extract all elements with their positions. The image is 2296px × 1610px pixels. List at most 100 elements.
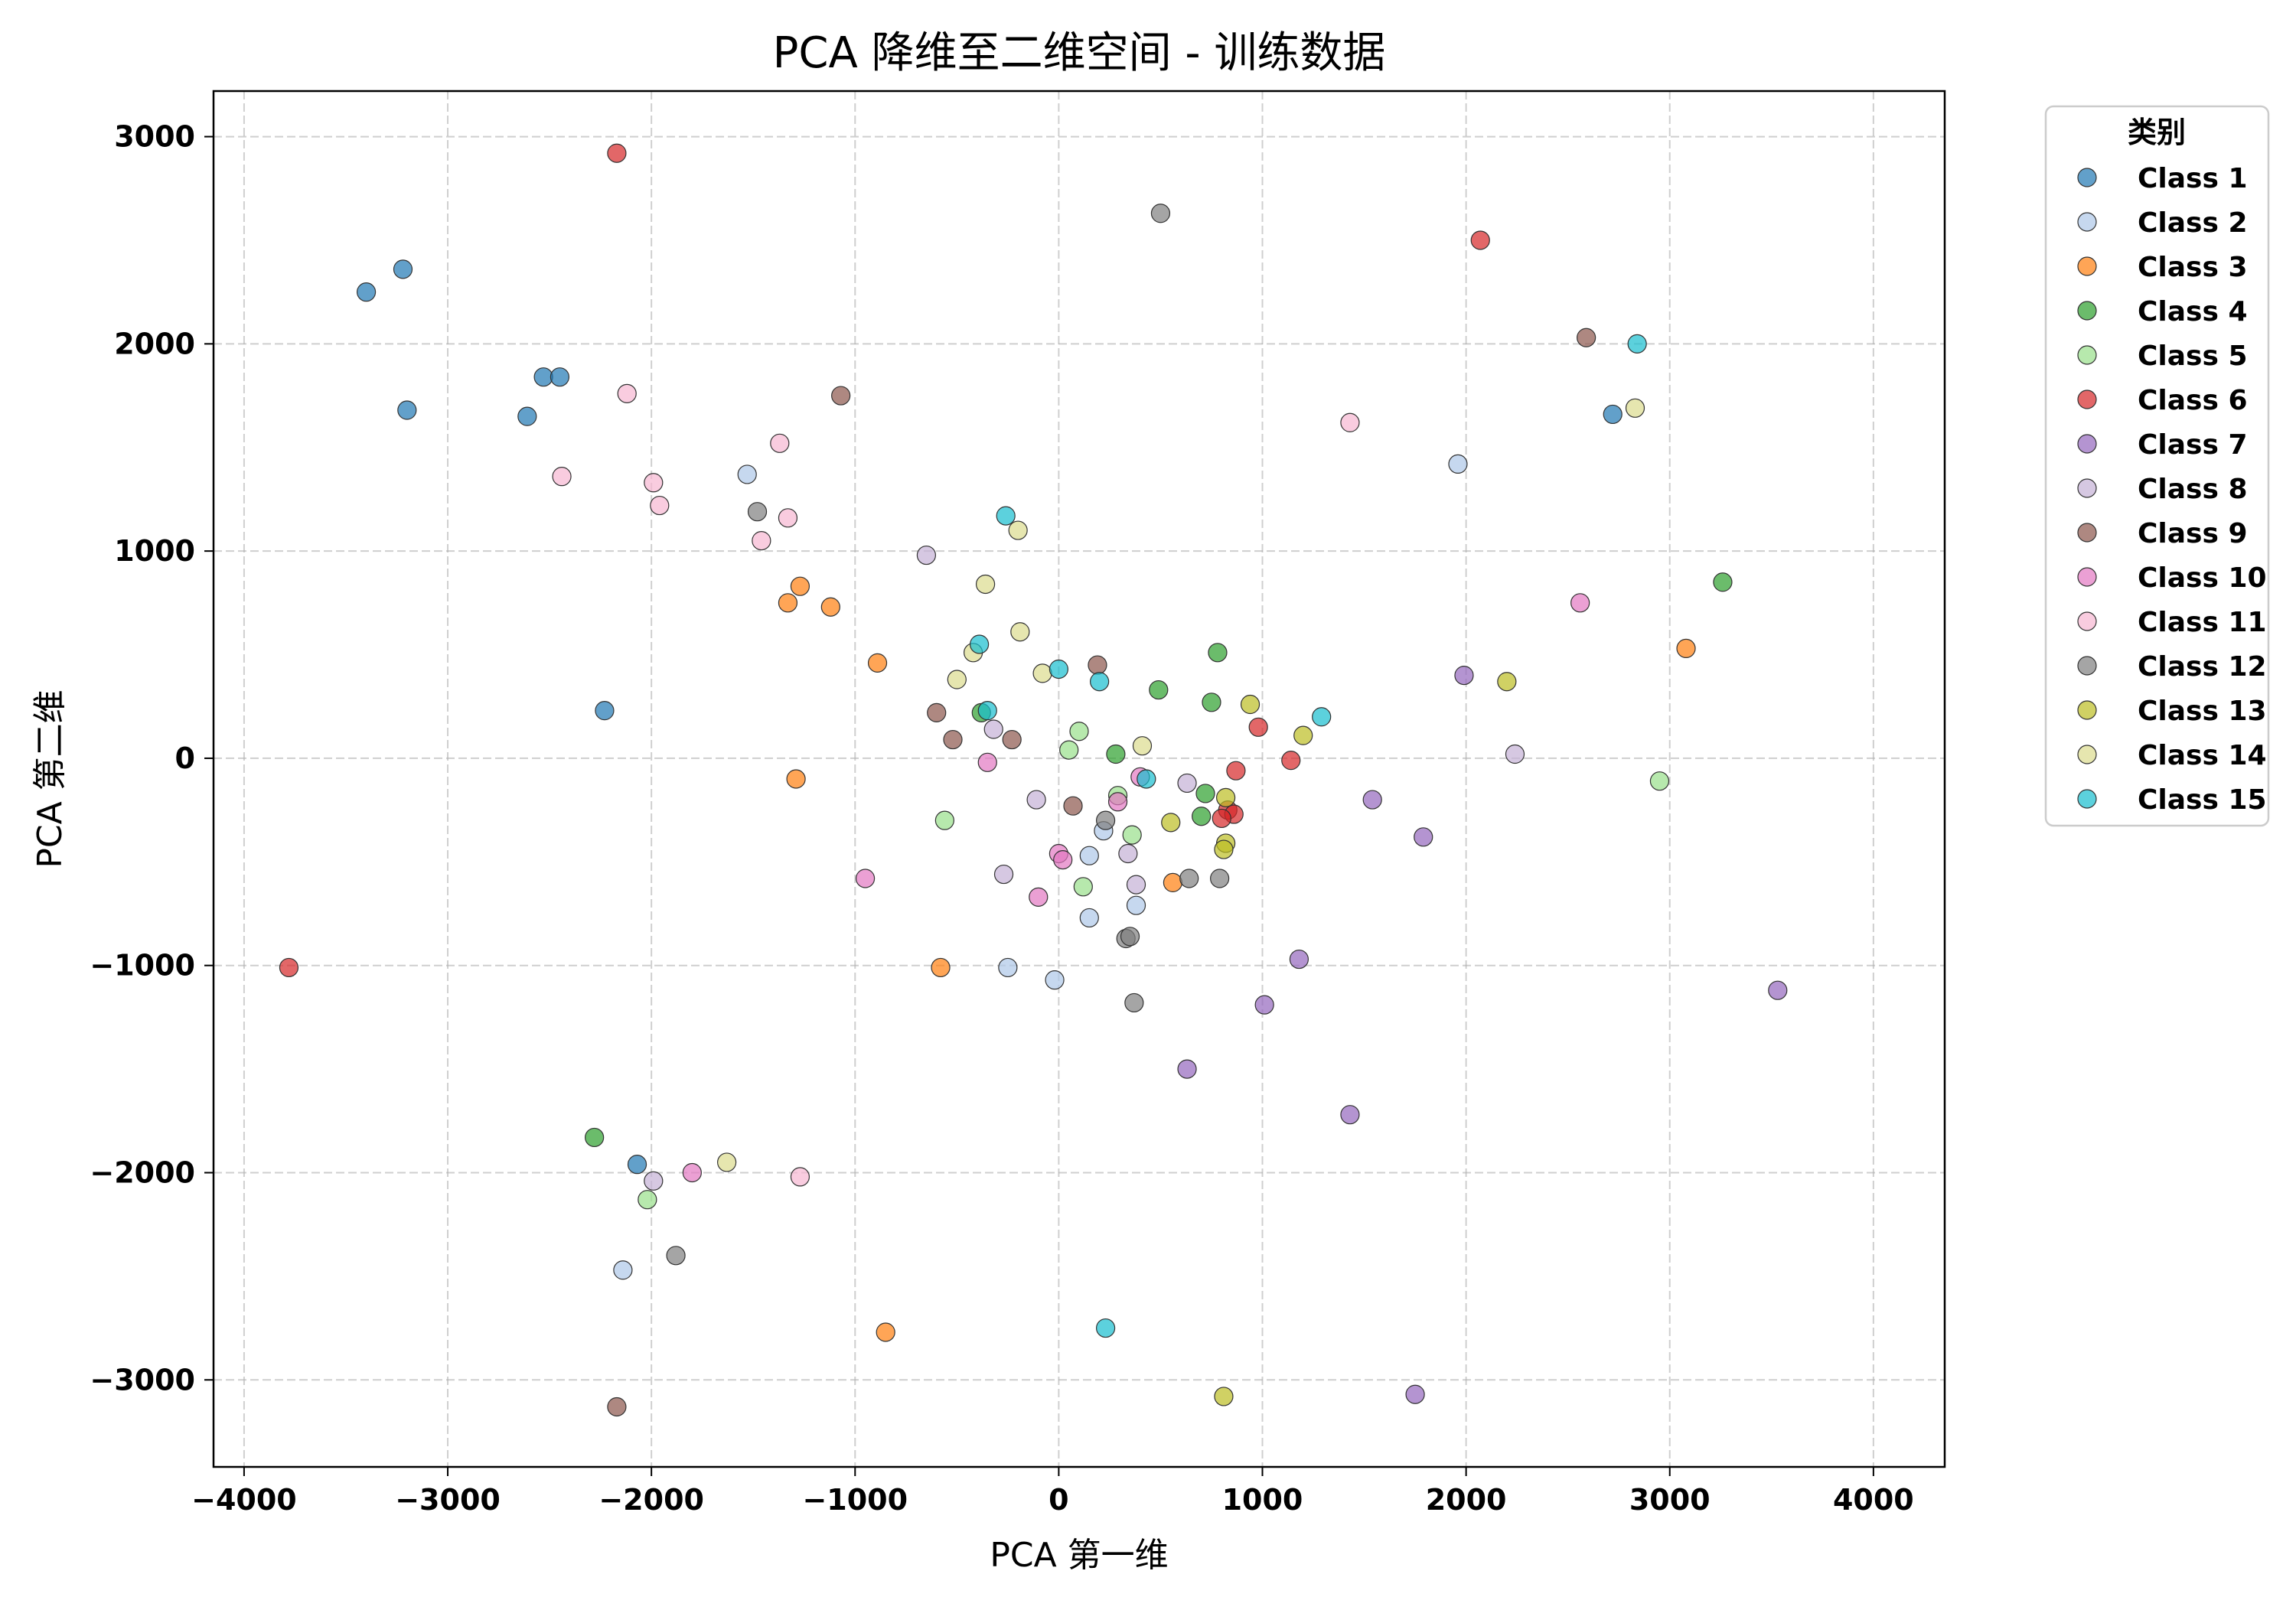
data-point xyxy=(1126,875,1146,895)
data-point xyxy=(1002,729,1022,750)
data-point xyxy=(1069,722,1089,741)
data-point xyxy=(1079,908,1099,928)
data-point xyxy=(1414,827,1433,847)
data-point xyxy=(1008,520,1028,540)
x-tick-label: 2000 xyxy=(1426,1483,1507,1517)
data-point xyxy=(595,701,615,721)
data-point xyxy=(607,1397,627,1417)
legend-marker xyxy=(2077,700,2097,720)
data-point xyxy=(1676,638,1696,659)
legend-label: Class 3 xyxy=(2138,252,2248,283)
y-tick-label: −1000 xyxy=(90,949,195,983)
legend-marker xyxy=(2077,611,2097,631)
data-point xyxy=(790,1167,810,1187)
data-point xyxy=(517,406,537,426)
y-tick-label: 2000 xyxy=(114,327,195,360)
data-point xyxy=(1577,328,1596,347)
data-point xyxy=(1208,643,1228,663)
legend-marker xyxy=(2077,478,2097,498)
data-point xyxy=(1254,995,1274,1015)
data-point xyxy=(1026,790,1046,810)
data-point xyxy=(943,729,963,750)
legend-box xyxy=(2044,105,2270,827)
data-point xyxy=(279,957,299,978)
legend-marker xyxy=(2077,434,2097,454)
data-point xyxy=(1603,404,1623,425)
data-point xyxy=(1120,927,1140,947)
data-point xyxy=(1454,666,1474,686)
legend-label: Class 9 xyxy=(2138,518,2248,549)
legend-label: Class 8 xyxy=(2138,474,2248,505)
axes: −4000 −3000 −2000 −1000 0 1000 2000 3000 4000 −30… xyxy=(90,120,1913,1517)
y-tick-label: 3000 xyxy=(114,120,195,154)
data-point xyxy=(1032,663,1052,683)
data-point xyxy=(1177,1059,1197,1079)
legend-marker xyxy=(2077,301,2097,321)
data-point xyxy=(770,433,790,453)
x-tick-label: −4000 xyxy=(191,1483,297,1517)
plot-area-frame xyxy=(212,90,1946,1468)
y-tick-label: −2000 xyxy=(90,1155,195,1189)
legend-marker xyxy=(2077,745,2097,764)
data-point xyxy=(1448,454,1468,474)
data-point xyxy=(993,864,1014,885)
legend-marker xyxy=(2077,212,2097,232)
data-point xyxy=(1625,398,1645,418)
legend-label: Class 14 xyxy=(2138,740,2267,771)
legend-marker xyxy=(2077,656,2097,676)
data-point xyxy=(613,1260,633,1280)
data-point xyxy=(1768,980,1788,1000)
data-point xyxy=(1179,869,1199,888)
data-point xyxy=(638,1190,657,1210)
data-point xyxy=(717,1152,737,1172)
data-point xyxy=(1281,751,1301,771)
legend-label: Class 10 xyxy=(2138,562,2267,594)
data-point xyxy=(876,1322,895,1342)
data-point xyxy=(1118,843,1138,864)
data-point xyxy=(1088,655,1107,675)
data-point xyxy=(1212,808,1231,829)
legend-label: Class 6 xyxy=(2138,385,2248,416)
data-point xyxy=(1126,895,1146,915)
x-tick-label: −3000 xyxy=(395,1483,501,1517)
data-point xyxy=(397,400,417,420)
legend-label: Class 11 xyxy=(2138,607,2267,638)
data-point xyxy=(1059,740,1079,760)
data-point xyxy=(1570,593,1590,613)
data-point xyxy=(931,957,951,978)
data-point xyxy=(1505,744,1525,764)
x-tick-label: −1000 xyxy=(802,1483,908,1517)
data-point xyxy=(607,143,627,163)
data-point xyxy=(682,1162,702,1183)
data-point xyxy=(393,259,413,279)
y-tick-label: 0 xyxy=(175,741,195,775)
data-point xyxy=(1289,949,1309,970)
x-axis-label: PCA 第一维 xyxy=(990,1536,1168,1575)
legend-marker xyxy=(2077,523,2097,543)
legend-label: Class 4 xyxy=(2138,296,2248,328)
legend-items: Class 1 Class 2 Class 3 Class 4 Class 5 Class… xyxy=(2077,163,2267,816)
legend-label: Class 2 xyxy=(2138,207,2248,239)
data-point xyxy=(1106,744,1126,764)
data-point xyxy=(533,367,553,387)
data-point xyxy=(1063,796,1083,816)
x-tick-label: 0 xyxy=(1049,1483,1068,1517)
data-point xyxy=(977,701,997,721)
data-point xyxy=(1137,769,1156,789)
data-point xyxy=(1214,839,1234,859)
data-point xyxy=(1177,773,1197,794)
data-point xyxy=(1049,659,1068,680)
data-point xyxy=(916,545,937,565)
data-point xyxy=(1107,792,1128,812)
legend-label: Class 13 xyxy=(2138,696,2267,727)
data-point xyxy=(867,653,888,673)
legend-label: Class 5 xyxy=(2138,341,2248,372)
x-tick-label: −2000 xyxy=(598,1483,704,1517)
data-point xyxy=(975,574,996,595)
data-point xyxy=(752,530,771,551)
data-point xyxy=(1226,761,1246,781)
data-point xyxy=(947,670,967,689)
